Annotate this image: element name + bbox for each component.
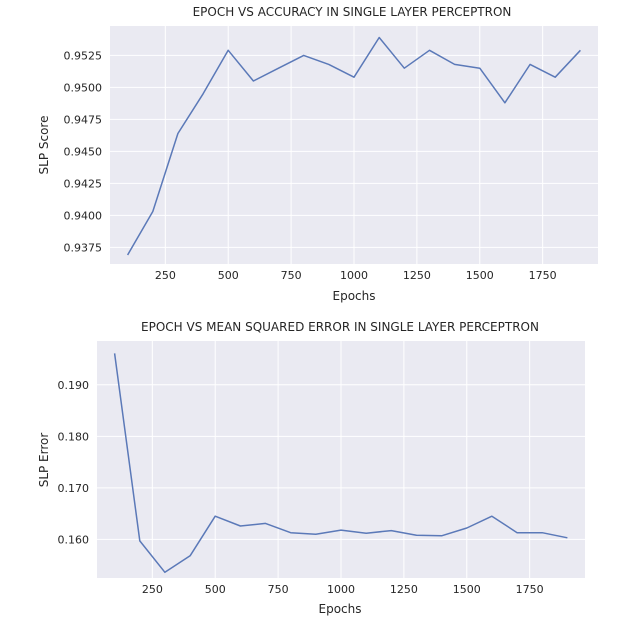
- y-tick-label: 0.9425: [64, 177, 103, 190]
- x-tick-label: 1750: [529, 269, 557, 282]
- y-tick-label: 0.9475: [64, 113, 103, 126]
- x-axis-label: Epochs: [319, 602, 362, 616]
- y-tick-labels: 0.9375 0.9400 0.9425 0.9450 0.9475 0.9500 0.95…: [64, 49, 103, 254]
- x-tick-label: 250: [142, 583, 163, 596]
- x-axis-label: Epochs: [333, 289, 376, 303]
- grid: [97, 341, 585, 578]
- series-line: [126, 36, 581, 256]
- x-tick-label: 750: [268, 583, 289, 596]
- y-tick-label: 0.180: [58, 430, 90, 443]
- x-tick-label: 1750: [516, 583, 544, 596]
- x-tick-label: 1500: [453, 583, 481, 596]
- y-tick-label: 0.9500: [64, 81, 103, 94]
- y-tick-label: 0.9375: [64, 241, 103, 254]
- x-tick-label: 1250: [390, 583, 418, 596]
- x-tick-label: 250: [155, 269, 176, 282]
- y-tick-label: 0.190: [58, 379, 90, 392]
- grid: [110, 26, 598, 264]
- chart-title: EPOCH VS MEAN SQUARED ERROR IN SINGLE LA…: [141, 320, 539, 334]
- y-axis-label: SLP Error: [37, 433, 51, 488]
- y-tick-label: 0.9450: [64, 145, 103, 158]
- series-lines: [113, 353, 568, 574]
- x-tick-label: 1000: [340, 269, 368, 282]
- y-tick-label: 0.160: [58, 533, 90, 546]
- y-tick-label: 0.170: [58, 482, 90, 495]
- x-tick-label: 1250: [403, 269, 431, 282]
- series-line: [113, 353, 568, 574]
- x-tick-label: 1500: [466, 269, 494, 282]
- series-lines: [126, 36, 581, 256]
- y-tick-labels: 0.160 0.170 0.180 0.190: [58, 379, 90, 547]
- chart-title: EPOCH VS ACCURACY IN SINGLE LAYER PERCEP…: [193, 5, 512, 19]
- chart-mse: EPOCH VS MEAN SQUARED ERROR IN SINGLE LA…: [37, 320, 585, 616]
- chart-accuracy: EPOCH VS ACCURACY IN SINGLE LAYER PERCEP…: [37, 5, 598, 303]
- x-tick-labels: 250 500 750 1000 1250 1500 1750: [155, 269, 557, 282]
- x-tick-label: 750: [281, 269, 302, 282]
- y-tick-label: 0.9525: [64, 49, 103, 62]
- y-tick-label: 0.9400: [64, 209, 103, 222]
- x-tick-label: 1000: [327, 583, 355, 596]
- x-tick-label: 500: [205, 583, 226, 596]
- x-tick-labels: 250 500 750 1000 1250 1500 1750: [142, 583, 544, 596]
- x-tick-label: 500: [218, 269, 239, 282]
- y-axis-label: SLP Score: [37, 116, 51, 175]
